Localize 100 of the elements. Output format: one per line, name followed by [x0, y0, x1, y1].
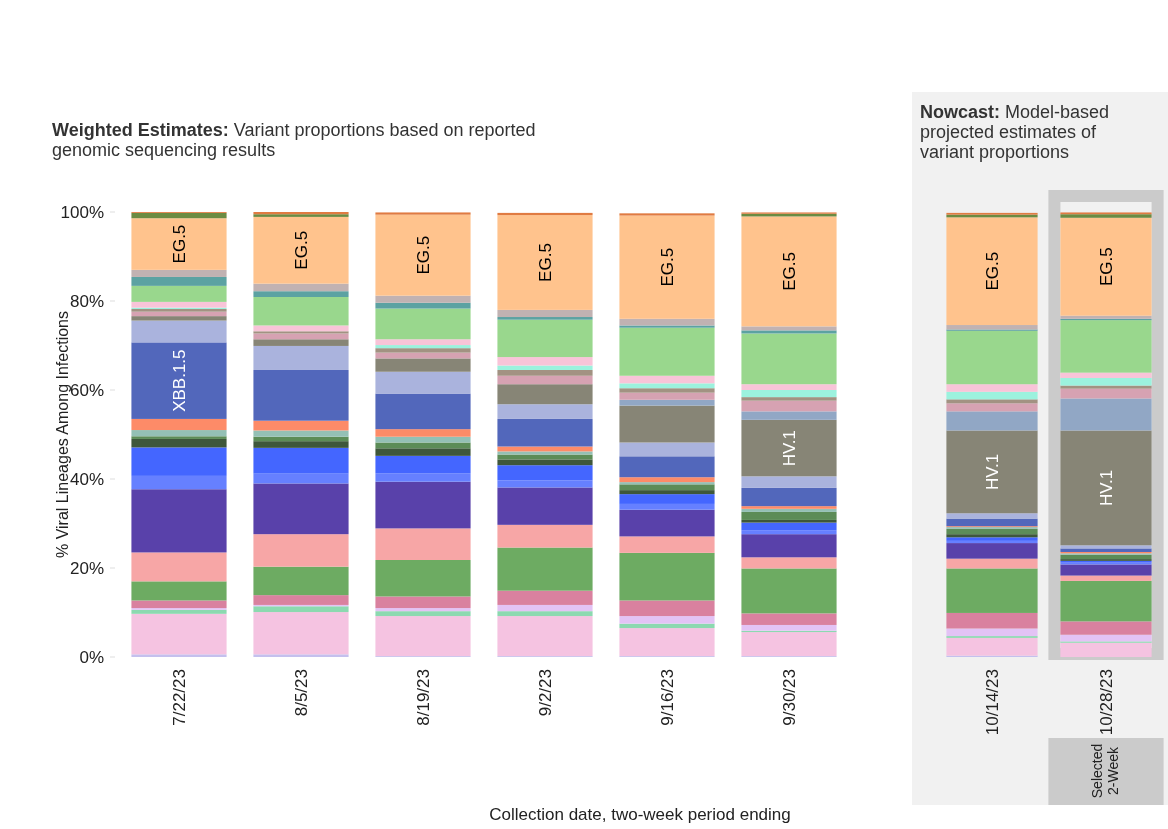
bar [946, 430, 1038, 514]
bar [375, 212, 471, 215]
bar [1060, 320, 1152, 373]
bar [131, 430, 227, 437]
bar [375, 608, 471, 612]
bar [497, 357, 593, 366]
bar [131, 600, 227, 609]
bar [946, 325, 1038, 330]
bar [253, 333, 349, 340]
bar [497, 616, 593, 657]
bar [619, 405, 715, 443]
bar [619, 482, 715, 485]
bar [741, 419, 837, 477]
bar [741, 411, 837, 420]
bar [946, 403, 1038, 412]
bar [946, 513, 1038, 519]
bar [619, 442, 715, 457]
bar [131, 418, 227, 431]
bar [253, 325, 349, 332]
bar [497, 524, 593, 548]
bar [741, 397, 837, 401]
y-tick-label: 80% [69, 291, 104, 311]
bar [131, 301, 227, 308]
bar [741, 568, 837, 614]
bar [1060, 398, 1152, 431]
bar [497, 451, 593, 455]
bar [1060, 377, 1152, 386]
bar [253, 483, 349, 535]
bar [253, 291, 349, 297]
bar [131, 276, 227, 286]
bar [131, 218, 227, 270]
data-label: HV.1 [779, 429, 799, 467]
bar [253, 297, 349, 326]
bar [497, 375, 593, 385]
data-label: EG.5 [535, 243, 555, 282]
bar [619, 503, 715, 510]
bar [497, 369, 593, 376]
x-tick-label: 8/19/23 [413, 669, 433, 726]
bar [1060, 554, 1152, 560]
bar [375, 214, 471, 296]
bar [497, 547, 593, 591]
data-label: HV.1 [1096, 469, 1116, 507]
bar [131, 654, 227, 657]
bar [131, 316, 227, 321]
bar [131, 613, 227, 655]
bar [946, 528, 1038, 535]
bar [253, 441, 349, 448]
bar [497, 215, 593, 310]
bar [619, 215, 715, 319]
bar [741, 624, 837, 631]
bar [375, 348, 471, 353]
bar [946, 330, 1038, 385]
bar [619, 375, 715, 384]
bar [497, 384, 593, 405]
data-label: EG.5 [982, 251, 1002, 291]
bar [131, 320, 227, 343]
bar [253, 436, 349, 442]
x-tick-label: 7/22/23 [169, 669, 189, 726]
bar [253, 612, 349, 655]
bar [497, 365, 593, 370]
y-tick-label: 40% [69, 469, 104, 489]
bar [1060, 580, 1152, 622]
bar [741, 613, 837, 625]
bar [741, 330, 837, 334]
bar [741, 333, 837, 385]
bar [131, 475, 227, 490]
bar [375, 308, 471, 340]
bar [131, 438, 227, 448]
bar [497, 309, 593, 318]
bar [497, 319, 593, 358]
bar [741, 522, 837, 531]
bar [375, 448, 471, 456]
bar [1060, 564, 1152, 576]
data-label: EG.5 [779, 252, 799, 291]
bar [741, 534, 837, 558]
bar [946, 558, 1038, 569]
bar [497, 317, 593, 320]
bar [375, 616, 471, 657]
bar [619, 477, 715, 483]
bar [497, 212, 593, 216]
bar [375, 393, 471, 430]
bar [619, 456, 715, 478]
bar [619, 325, 715, 328]
bar [497, 418, 593, 447]
x-tick-label: 10/14/23 [982, 669, 1002, 736]
bar [1060, 634, 1152, 642]
bar [497, 590, 593, 605]
bar [253, 345, 349, 370]
bar [131, 212, 227, 219]
bar [619, 536, 715, 553]
bar [497, 459, 593, 466]
y-tick-label: 0% [79, 647, 104, 667]
bar [619, 628, 715, 657]
bar [375, 473, 471, 482]
bar [619, 327, 715, 376]
bar [946, 518, 1038, 527]
bar [741, 216, 837, 327]
bar [1060, 388, 1152, 399]
bar [619, 552, 715, 601]
bar [946, 399, 1038, 404]
